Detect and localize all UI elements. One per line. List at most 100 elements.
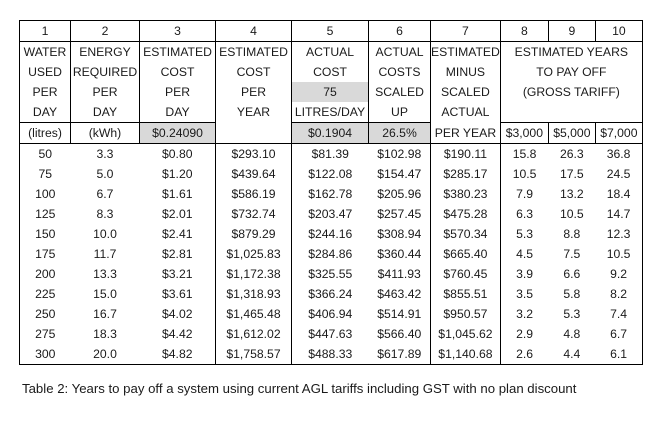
- col-num: 3: [139, 20, 216, 42]
- table-cell: 26.3: [559, 147, 584, 161]
- table-cell: $4.82: [139, 344, 216, 365]
- col-num: 8: [499, 20, 549, 42]
- table-cell: 3.2: [499, 304, 549, 324]
- table-cell: $760.45: [430, 264, 501, 284]
- table-cell: 300: [19, 344, 71, 365]
- table-cell: 2.6: [499, 344, 549, 365]
- col-num: 2: [70, 20, 140, 42]
- table-row: 125 8.3 $2.01 $732.74 $203.47 $257.45 $475.28 6…: [19, 204, 643, 224]
- col-num: 9: [547, 20, 596, 42]
- table-cell: $665.40: [430, 244, 501, 264]
- table-cell: $879.29: [215, 224, 292, 244]
- table-cell: $4.02: [139, 304, 216, 324]
- table-cell: 17.5: [559, 167, 584, 181]
- table-cell: $475.28: [430, 204, 501, 224]
- table-cell: 2.9: [499, 324, 549, 344]
- table-cell: 13.2: [559, 187, 584, 201]
- header-cell: TO PAY OFF: [499, 62, 643, 82]
- table-cell: 16.7: [93, 307, 117, 321]
- table-cell: 10.0: [93, 227, 117, 241]
- header-cell: DAY: [19, 102, 71, 123]
- table-cell: 5.8: [563, 287, 581, 301]
- table-cell: 6.3: [499, 204, 549, 224]
- header-cell: MINUS: [430, 62, 501, 82]
- actual-rate-cell: $0.1904: [291, 122, 369, 144]
- header-cell: WATER: [19, 41, 71, 62]
- table-cell: 75: [19, 164, 71, 184]
- header-cell: ACTUAL: [291, 41, 369, 62]
- table-cell: $380.23: [430, 184, 501, 204]
- table-row: 50 3.3 $0.80 $293.10 $81.39 $102.98 $190.11 15.…: [19, 143, 643, 164]
- table-cell: $122.08: [291, 164, 369, 184]
- table-cell: $566.40: [368, 324, 431, 344]
- header-row-4: DAY DAY DAY YEAR LITRES/DAY UP ACTUAL: [19, 102, 643, 123]
- header-cell: PER: [139, 82, 216, 102]
- unit-cell: [215, 122, 292, 144]
- table-row: 100 6.7 $1.61 $586.19 $162.78 $205.96 $380.23 7…: [19, 184, 643, 204]
- table-cell: $257.45: [368, 204, 431, 224]
- table-cell: $162.78: [291, 184, 369, 204]
- col-num: 1: [19, 20, 71, 42]
- table-cell: $2.81: [139, 244, 216, 264]
- table-cell: $285.17: [430, 164, 501, 184]
- table-cell: 50: [19, 143, 71, 164]
- header-cell: ESTIMATED YEARS: [499, 41, 643, 62]
- table-cell: $488.33: [291, 344, 369, 365]
- col-num: 6: [368, 20, 431, 42]
- header-cell: DAY: [139, 102, 216, 123]
- table-cell: $0.80: [139, 143, 216, 164]
- header-cell: COST: [291, 62, 369, 82]
- header-cell: ESTIMATED: [430, 41, 501, 62]
- table-row: 300 20.0 $4.82 $1,758.57 $488.33 $617.89 $1,14…: [19, 344, 643, 365]
- header-cell: ENERGY: [70, 41, 140, 62]
- col-num: 4: [215, 20, 292, 42]
- table-cell: $293.10: [215, 143, 292, 164]
- col-num: 7: [430, 20, 501, 42]
- table-cell: 9.2: [595, 264, 643, 284]
- table-cell: $1.20: [139, 164, 216, 184]
- header-cell: USED: [19, 62, 71, 82]
- table-row: 225 15.0 $3.61 $1,318.93 $366.24 $463.42 $855.…: [19, 284, 643, 304]
- table-cell: $1,758.57: [215, 344, 292, 365]
- table-cell: 6.1: [595, 344, 643, 365]
- header-cell: UP: [368, 102, 431, 123]
- table-cell: $154.47: [368, 164, 431, 184]
- table-cell: 4.8: [563, 327, 581, 341]
- header-cell: ESTIMATED: [139, 41, 216, 62]
- table-cell: 36.8: [595, 143, 643, 164]
- header-cell: [499, 102, 643, 123]
- table-cell: 14.7: [595, 204, 643, 224]
- table-cell: 6.7: [595, 324, 643, 344]
- system-cost-cell: $3,000: [499, 122, 549, 144]
- payoff-table: 1 2 3 4 5 6 7 8 9 10 WATER ENERGY ESTIMA…: [19, 20, 643, 365]
- table-cell: $950.57: [430, 304, 501, 324]
- header-cell: ACTUAL: [368, 41, 431, 62]
- table-cell: 6.6: [563, 267, 581, 281]
- scale-percent-cell: 26.5%: [368, 122, 431, 144]
- table-cell: $514.91: [368, 304, 431, 324]
- header-cell: LITRES/DAY: [291, 102, 369, 123]
- table-cell: 8.3: [96, 207, 114, 221]
- table-row: 150 10.0 $2.41 $879.29 $244.16 $308.94 $570.34…: [19, 224, 643, 244]
- table-cell: 10.5: [499, 164, 549, 184]
- table-cell: 7.4: [595, 304, 643, 324]
- table-caption: Table 2: Years to pay off a system using…: [22, 381, 577, 396]
- table-cell: 12.3: [595, 224, 643, 244]
- table-cell: 5.3: [499, 224, 549, 244]
- highlight-litres-cell: 75: [291, 82, 369, 102]
- table-cell: $190.11: [430, 143, 501, 164]
- header-cell: DAY: [70, 102, 140, 123]
- header-cell: PER: [19, 82, 71, 102]
- table-cell: $570.34: [430, 224, 501, 244]
- table-cell: $284.86: [291, 244, 369, 264]
- table-cell: 8.2: [595, 284, 643, 304]
- table-cell: 200: [19, 264, 71, 284]
- header-cell: SCALED: [368, 82, 431, 102]
- table-cell: 15.8: [499, 143, 549, 164]
- table-cell: 275: [19, 324, 71, 344]
- table-cell: 20.0: [70, 344, 140, 365]
- table-cell: $855.51: [430, 284, 501, 304]
- table-cell: $1,465.48: [215, 304, 292, 324]
- header-cell: ESTIMATED: [215, 41, 292, 62]
- table-cell: 10.5: [559, 207, 584, 221]
